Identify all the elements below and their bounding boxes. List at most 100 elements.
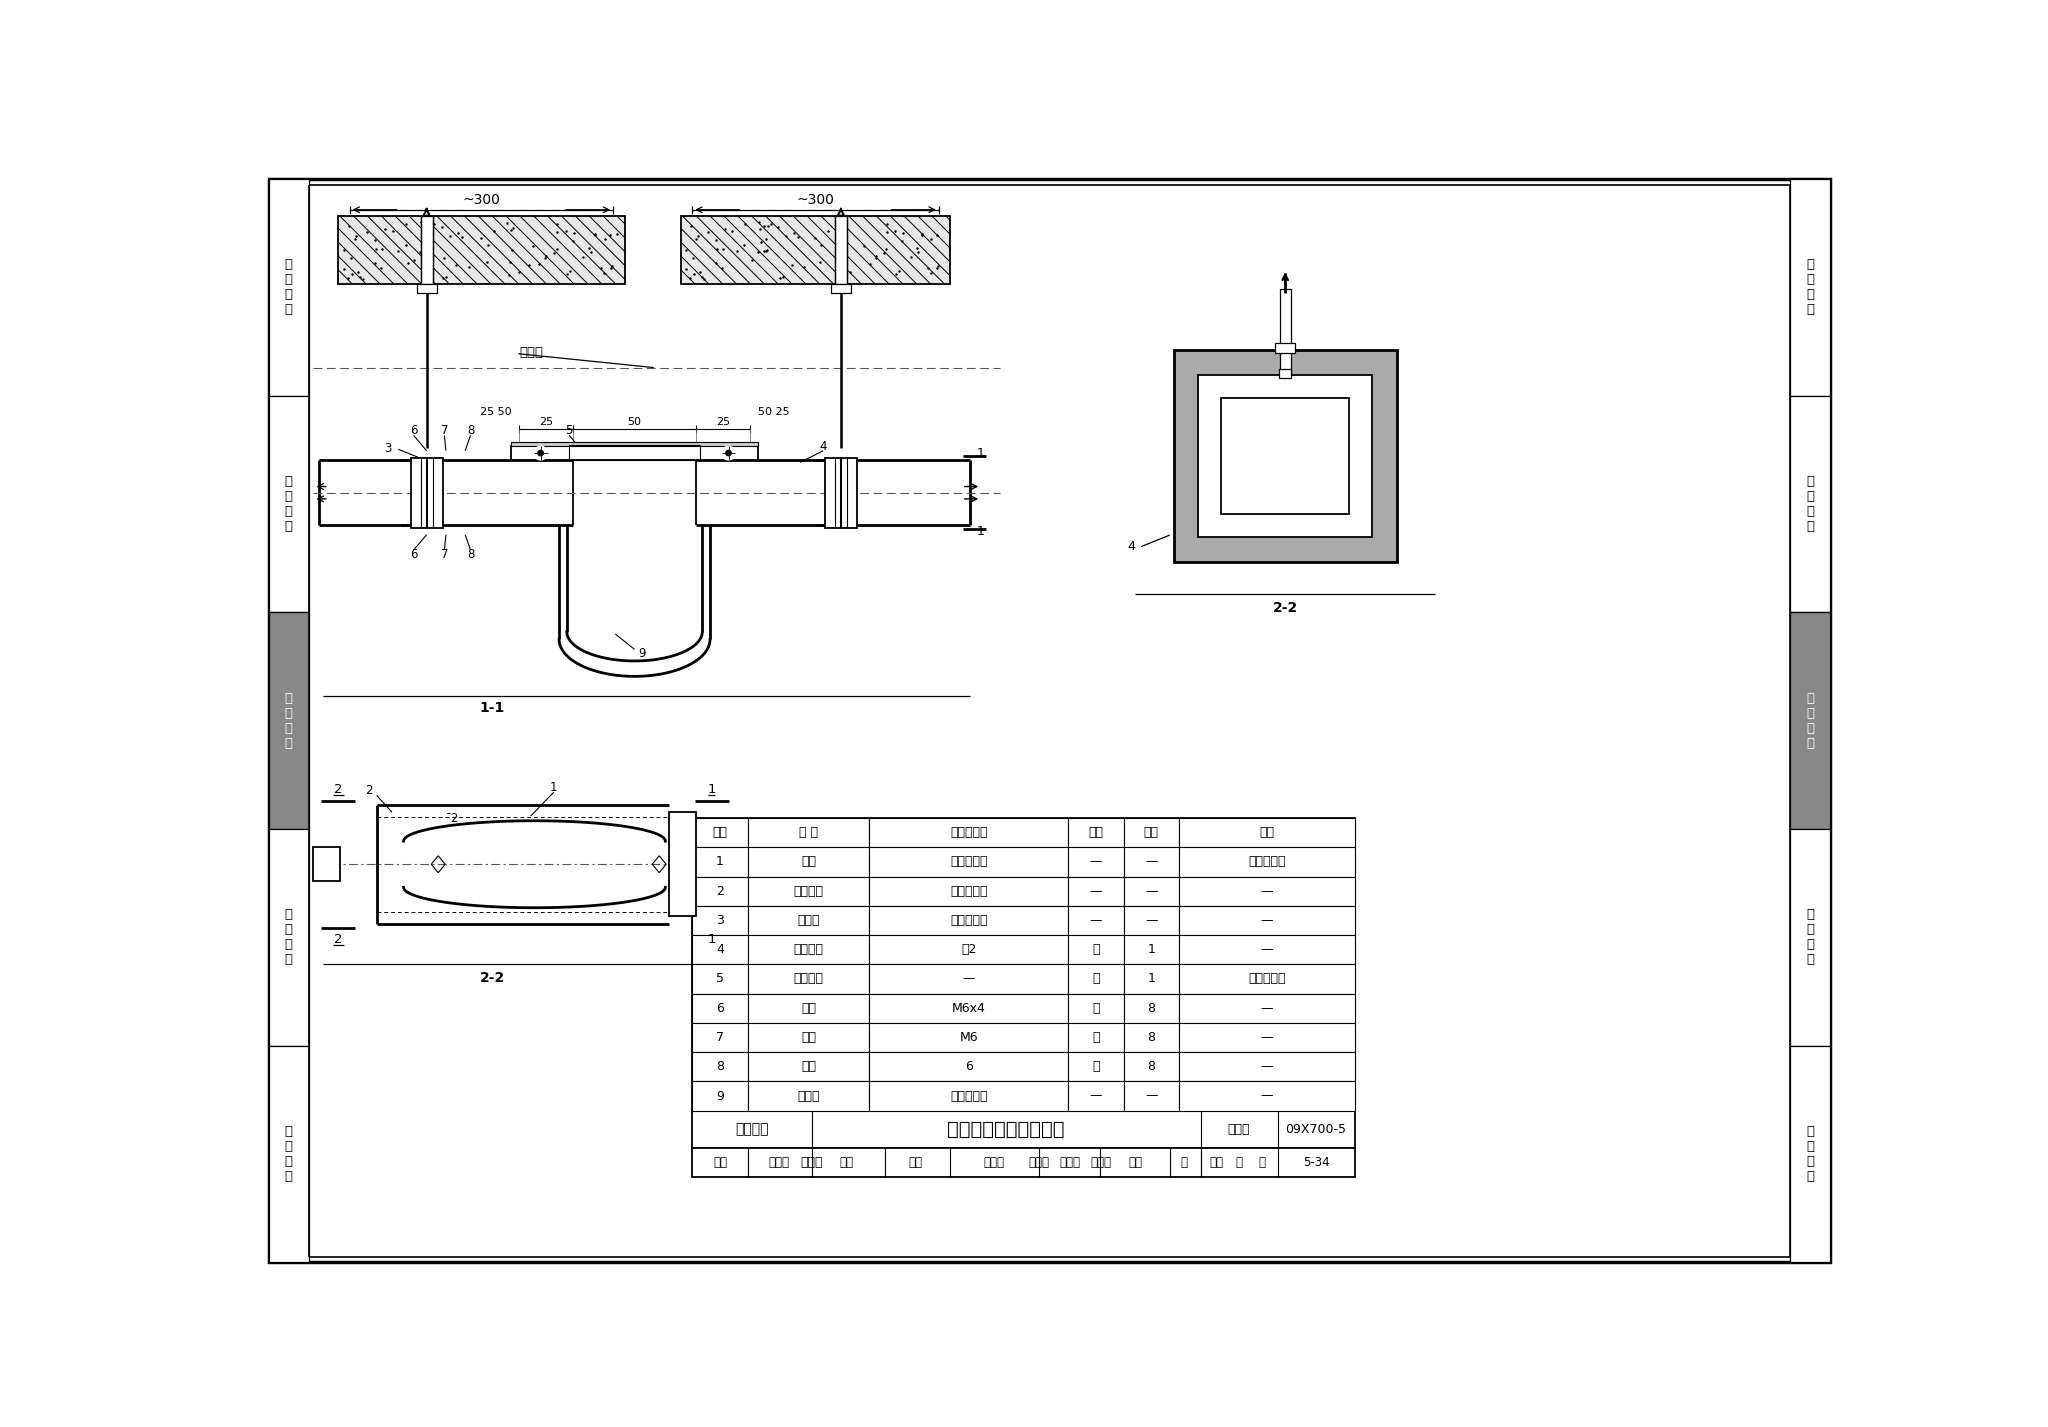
Text: 1: 1	[977, 447, 985, 461]
Text: 垫圈: 垫圈	[801, 1060, 815, 1073]
Text: 5: 5	[717, 972, 725, 986]
Text: 1: 1	[707, 782, 717, 796]
Bar	[870, 818, 1069, 848]
Text: 线槽: 线槽	[801, 855, 815, 869]
Bar	[870, 1052, 1069, 1082]
Bar	[692, 993, 748, 1023]
Text: 供
电
电
源: 供 电 电 源	[285, 475, 293, 532]
Text: 6: 6	[717, 1002, 725, 1015]
Bar	[1180, 1023, 1354, 1052]
Text: 50: 50	[627, 417, 641, 427]
Text: 50 25: 50 25	[758, 407, 788, 417]
Text: 9: 9	[717, 1089, 725, 1103]
Text: 缆
线
敷
设: 缆 线 敷 设	[1806, 692, 1815, 749]
Bar	[1124, 1023, 1180, 1052]
Text: 2: 2	[334, 933, 342, 946]
Text: —: —	[963, 972, 975, 986]
Bar	[692, 1110, 1354, 1147]
Text: 李培智: 李培智	[1090, 1156, 1110, 1169]
Bar	[1069, 993, 1124, 1023]
Bar	[1124, 935, 1180, 965]
Bar	[748, 1052, 870, 1082]
Text: 4: 4	[1126, 539, 1135, 554]
Bar	[1180, 993, 1354, 1023]
Text: 审核: 审核	[713, 1156, 727, 1169]
Text: 机
房
工
程: 机 房 工 程	[285, 258, 293, 317]
Text: —: —	[1260, 1089, 1274, 1103]
Text: 图集号: 图集号	[1227, 1123, 1249, 1136]
Bar	[268, 1046, 309, 1263]
Text: 橡胶衬圈: 橡胶衬圈	[793, 943, 823, 956]
Text: 设计: 设计	[1128, 1156, 1143, 1169]
Bar	[1221, 398, 1350, 514]
Text: —: —	[1260, 885, 1274, 898]
Text: 8: 8	[1147, 1060, 1155, 1073]
Text: 数量: 数量	[1143, 826, 1159, 839]
Bar	[1180, 848, 1354, 876]
Text: 4: 4	[717, 943, 725, 956]
Bar	[512, 447, 758, 459]
Text: 3: 3	[385, 442, 391, 455]
Text: —: —	[1090, 885, 1102, 898]
Text: 2: 2	[334, 782, 342, 796]
Text: 1: 1	[1147, 943, 1155, 956]
Text: 2: 2	[717, 885, 725, 898]
Bar	[313, 848, 340, 882]
Text: ~300: ~300	[797, 194, 834, 207]
Text: 螺母: 螺母	[801, 1030, 815, 1045]
Bar	[870, 906, 1069, 935]
Bar	[692, 1052, 748, 1082]
Text: —: —	[1145, 885, 1157, 898]
Text: —: —	[1260, 1002, 1274, 1015]
Text: 李培智: 李培智	[983, 1156, 1006, 1169]
Bar	[1174, 350, 1397, 562]
Text: 6: 6	[410, 424, 418, 437]
Bar	[870, 993, 1069, 1023]
Bar	[1180, 965, 1354, 993]
Bar	[420, 215, 432, 284]
Text: —: —	[1260, 1030, 1274, 1045]
Text: 4: 4	[819, 440, 827, 452]
Bar	[870, 1023, 1069, 1052]
Circle shape	[535, 447, 547, 459]
Text: 个: 个	[1092, 1060, 1100, 1073]
Text: —: —	[1260, 1060, 1274, 1073]
Text: 09X700-5: 09X700-5	[1286, 1123, 1346, 1136]
Text: 8: 8	[467, 424, 475, 437]
Text: 型号及规格: 型号及规格	[950, 826, 987, 839]
Bar	[1124, 1052, 1180, 1082]
Text: 缆
线
敷
设: 缆 线 敷 设	[285, 692, 293, 749]
Bar	[1069, 906, 1124, 935]
Bar	[748, 935, 870, 965]
Text: 见工程设计: 见工程设计	[950, 855, 987, 869]
Bar	[1069, 1023, 1124, 1052]
Bar	[748, 906, 870, 935]
Bar	[836, 215, 848, 284]
Text: 1: 1	[551, 781, 557, 793]
Bar	[1790, 395, 1831, 612]
Bar	[1124, 1082, 1180, 1110]
Text: 7: 7	[440, 548, 449, 561]
Text: 9: 9	[639, 646, 645, 659]
Text: 与线槽配套: 与线槽配套	[1247, 855, 1286, 869]
Text: 8: 8	[1147, 1002, 1155, 1015]
Bar	[1198, 375, 1372, 538]
Text: 6: 6	[965, 1060, 973, 1073]
Bar	[1124, 848, 1180, 876]
Text: —: —	[1145, 913, 1157, 928]
Text: —: —	[1145, 1089, 1157, 1103]
Text: 8: 8	[467, 548, 475, 561]
Text: 名 称: 名 称	[799, 826, 817, 839]
Text: 5-34: 5-34	[1303, 1156, 1329, 1169]
Text: —: —	[1260, 913, 1274, 928]
Bar	[1790, 829, 1831, 1046]
Text: —: —	[1260, 943, 1274, 956]
Bar	[670, 812, 696, 916]
Bar	[1180, 876, 1354, 906]
Text: 2: 2	[365, 785, 373, 798]
Bar	[268, 612, 309, 829]
Bar	[870, 876, 1069, 906]
Bar	[1069, 965, 1124, 993]
Text: 1: 1	[707, 933, 717, 946]
Bar	[512, 441, 758, 447]
